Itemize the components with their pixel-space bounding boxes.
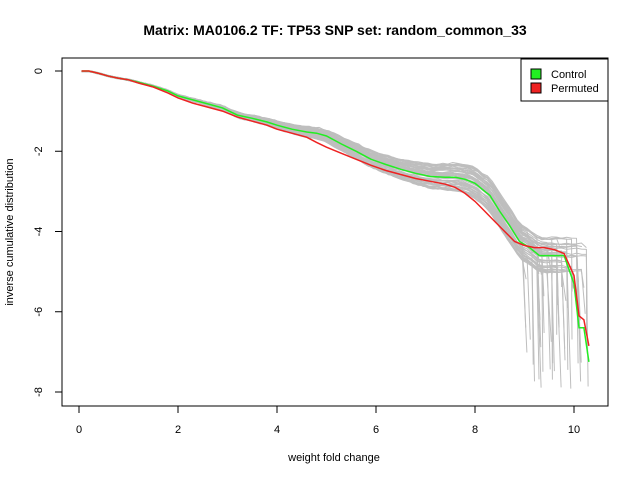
y-tick-label: -2 <box>33 146 45 156</box>
background-line <box>81 70 572 274</box>
background-line <box>81 70 586 314</box>
x-tick-label: 0 <box>76 424 82 436</box>
legend-swatch-permuted <box>530 82 542 94</box>
plot-frame <box>61 57 609 407</box>
background-line <box>81 70 572 389</box>
legend-swatch-control <box>530 68 542 80</box>
background-line <box>81 70 573 292</box>
background-line <box>81 70 561 249</box>
background-line <box>81 70 534 365</box>
y-tick-label: -4 <box>33 227 45 237</box>
x-tick-label: 6 <box>373 424 379 436</box>
legend: Control Permuted <box>520 58 609 102</box>
background-line <box>81 70 551 269</box>
background-line <box>81 70 528 353</box>
background-line <box>81 70 579 283</box>
background-line <box>81 70 588 330</box>
background-line <box>81 70 535 382</box>
legend-label-permuted: Permuted <box>551 83 599 95</box>
series-lines <box>81 70 590 363</box>
background-line <box>81 70 568 284</box>
y-axis-label: inverse cumulative distribution <box>4 158 16 305</box>
background-line <box>81 70 540 380</box>
background-line <box>81 70 542 388</box>
background-line <box>81 70 554 364</box>
y-tick-label: -6 <box>33 307 45 317</box>
y-tick-label: -8 <box>33 387 45 397</box>
legend-label-control: Control <box>551 69 586 81</box>
legend-box <box>520 58 609 102</box>
background-line <box>81 70 563 287</box>
chart-title: Matrix: MA0106.2 TF: TP53 SNP set: rando… <box>143 22 527 38</box>
background-line <box>81 70 553 380</box>
background-line <box>81 70 529 237</box>
background-line <box>81 70 574 289</box>
y-tick-label: 0 <box>33 68 45 74</box>
background-line <box>81 70 562 388</box>
background-line <box>81 70 553 257</box>
background-line <box>81 70 531 340</box>
background-line <box>81 70 555 372</box>
background-line <box>81 70 559 269</box>
background-line <box>81 70 567 262</box>
background-line <box>81 70 553 272</box>
x-tick-label: 2 <box>175 424 181 436</box>
background-line <box>81 70 551 370</box>
background-line <box>81 70 527 328</box>
x-tick-label: 8 <box>472 424 478 436</box>
x-axis-label: weight fold change <box>287 452 380 464</box>
background-line <box>81 70 581 321</box>
x-tick-label: 10 <box>568 424 580 436</box>
background-line <box>81 70 544 372</box>
background-line <box>81 70 542 348</box>
background-line <box>81 70 585 288</box>
series-line-permuted <box>81 70 590 347</box>
x-tick-label: 4 <box>274 424 280 436</box>
background-line <box>81 70 577 303</box>
axes: 0 2 4 6 8 10 0 -2 -4 -6 -8 <box>33 57 609 436</box>
